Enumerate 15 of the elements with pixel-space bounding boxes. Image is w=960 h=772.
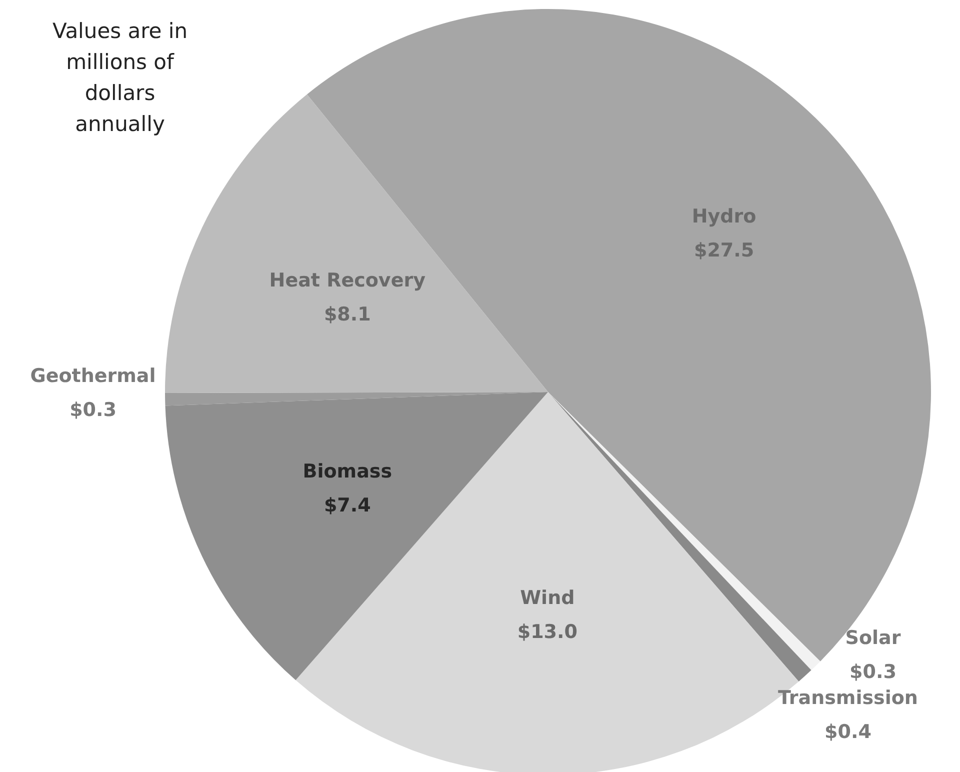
data-label: $13.0	[517, 621, 578, 644]
slice-label: Wind	[520, 587, 575, 610]
text: Values are in millions of dollars annually	[52, 19, 188, 136]
slice-label: Hydro	[692, 206, 756, 228]
slice-label: Geothermal	[30, 365, 156, 387]
data-label: $8.1	[324, 304, 371, 326]
data-label: $0.4	[824, 721, 872, 743]
slice-label: Transmission	[778, 687, 918, 709]
data-label: $0.3	[850, 661, 896, 683]
data-label: $0.3	[70, 399, 116, 421]
slice-label: Solar	[845, 627, 902, 649]
data-label: $27.5	[694, 240, 754, 262]
slice-label: Heat Recovery	[269, 270, 426, 292]
slice-label: Biomass	[302, 460, 392, 482]
data-label: $7.4	[324, 494, 371, 516]
